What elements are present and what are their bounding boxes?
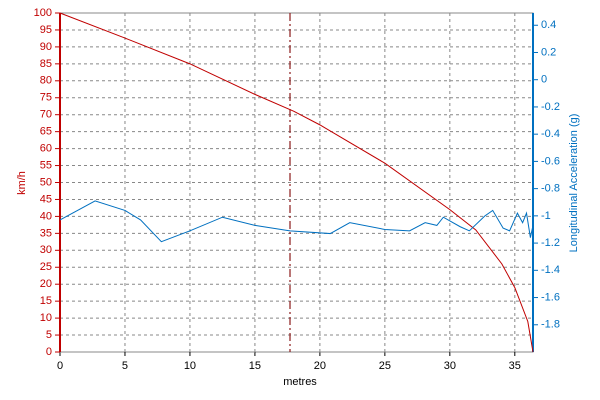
y-tick-label: 30 <box>40 244 52 256</box>
x-axis-label: metres <box>283 376 317 388</box>
x-tick-label: 15 <box>249 360 261 372</box>
y2-tick-label: 0.2 <box>541 46 556 58</box>
y2-tick-label: -0.2 <box>541 101 560 113</box>
y-tick-label: 20 <box>40 278 52 290</box>
x-tick-label: 0 <box>57 360 63 372</box>
x-tick-label: 5 <box>122 360 128 372</box>
y-tick-label: 90 <box>40 41 52 53</box>
y-tick-label: 95 <box>40 24 52 36</box>
y-tick-label: 15 <box>40 295 52 307</box>
series-line <box>59 12 534 353</box>
x-tick-label: 25 <box>379 360 391 372</box>
y2-tick-label: -0.4 <box>541 128 560 140</box>
y-tick-label: 40 <box>40 210 52 222</box>
y-tick-label: 35 <box>40 227 52 239</box>
y2-axis-label: Longitudinal Acceleration (g) <box>568 114 580 253</box>
y2-tick-label: -1.4 <box>541 264 560 276</box>
y2-tick-label: -0.8 <box>541 183 560 195</box>
y-tick-label: 10 <box>40 312 52 324</box>
y-tick-label: 55 <box>40 159 52 171</box>
y-tick-label: 60 <box>40 143 52 155</box>
y-tick-label: 5 <box>46 329 52 341</box>
y-tick-label: 65 <box>40 126 52 138</box>
y-tick-label: 50 <box>40 176 52 188</box>
series-line <box>59 200 534 243</box>
x-tick-label: 30 <box>444 360 456 372</box>
y2-tick-label: -1.8 <box>541 319 560 331</box>
y-tick-label: 85 <box>40 58 52 70</box>
y-tick-label: 70 <box>40 109 52 121</box>
x-tick-label: 35 <box>509 360 521 372</box>
y-tick-label: 0 <box>46 346 52 358</box>
y-tick-label: 75 <box>40 92 52 104</box>
y-tick-label: 100 <box>34 7 52 19</box>
y-tick-label: 25 <box>40 261 52 273</box>
y-tick-label: 45 <box>40 193 52 205</box>
y-axis-label: km/h <box>16 171 28 195</box>
y2-tick-label: -1.6 <box>541 291 560 303</box>
x-tick-label: 20 <box>314 360 326 372</box>
y2-tick-label: 0.4 <box>541 19 556 31</box>
y2-tick-label: -1 <box>541 210 551 222</box>
y2-tick-label: 0 <box>541 74 547 86</box>
y2-tick-label: -0.6 <box>541 155 560 167</box>
y-tick-label: 80 <box>40 75 52 87</box>
x-tick-label: 10 <box>184 360 196 372</box>
y2-tick-label: -1.2 <box>541 237 560 249</box>
